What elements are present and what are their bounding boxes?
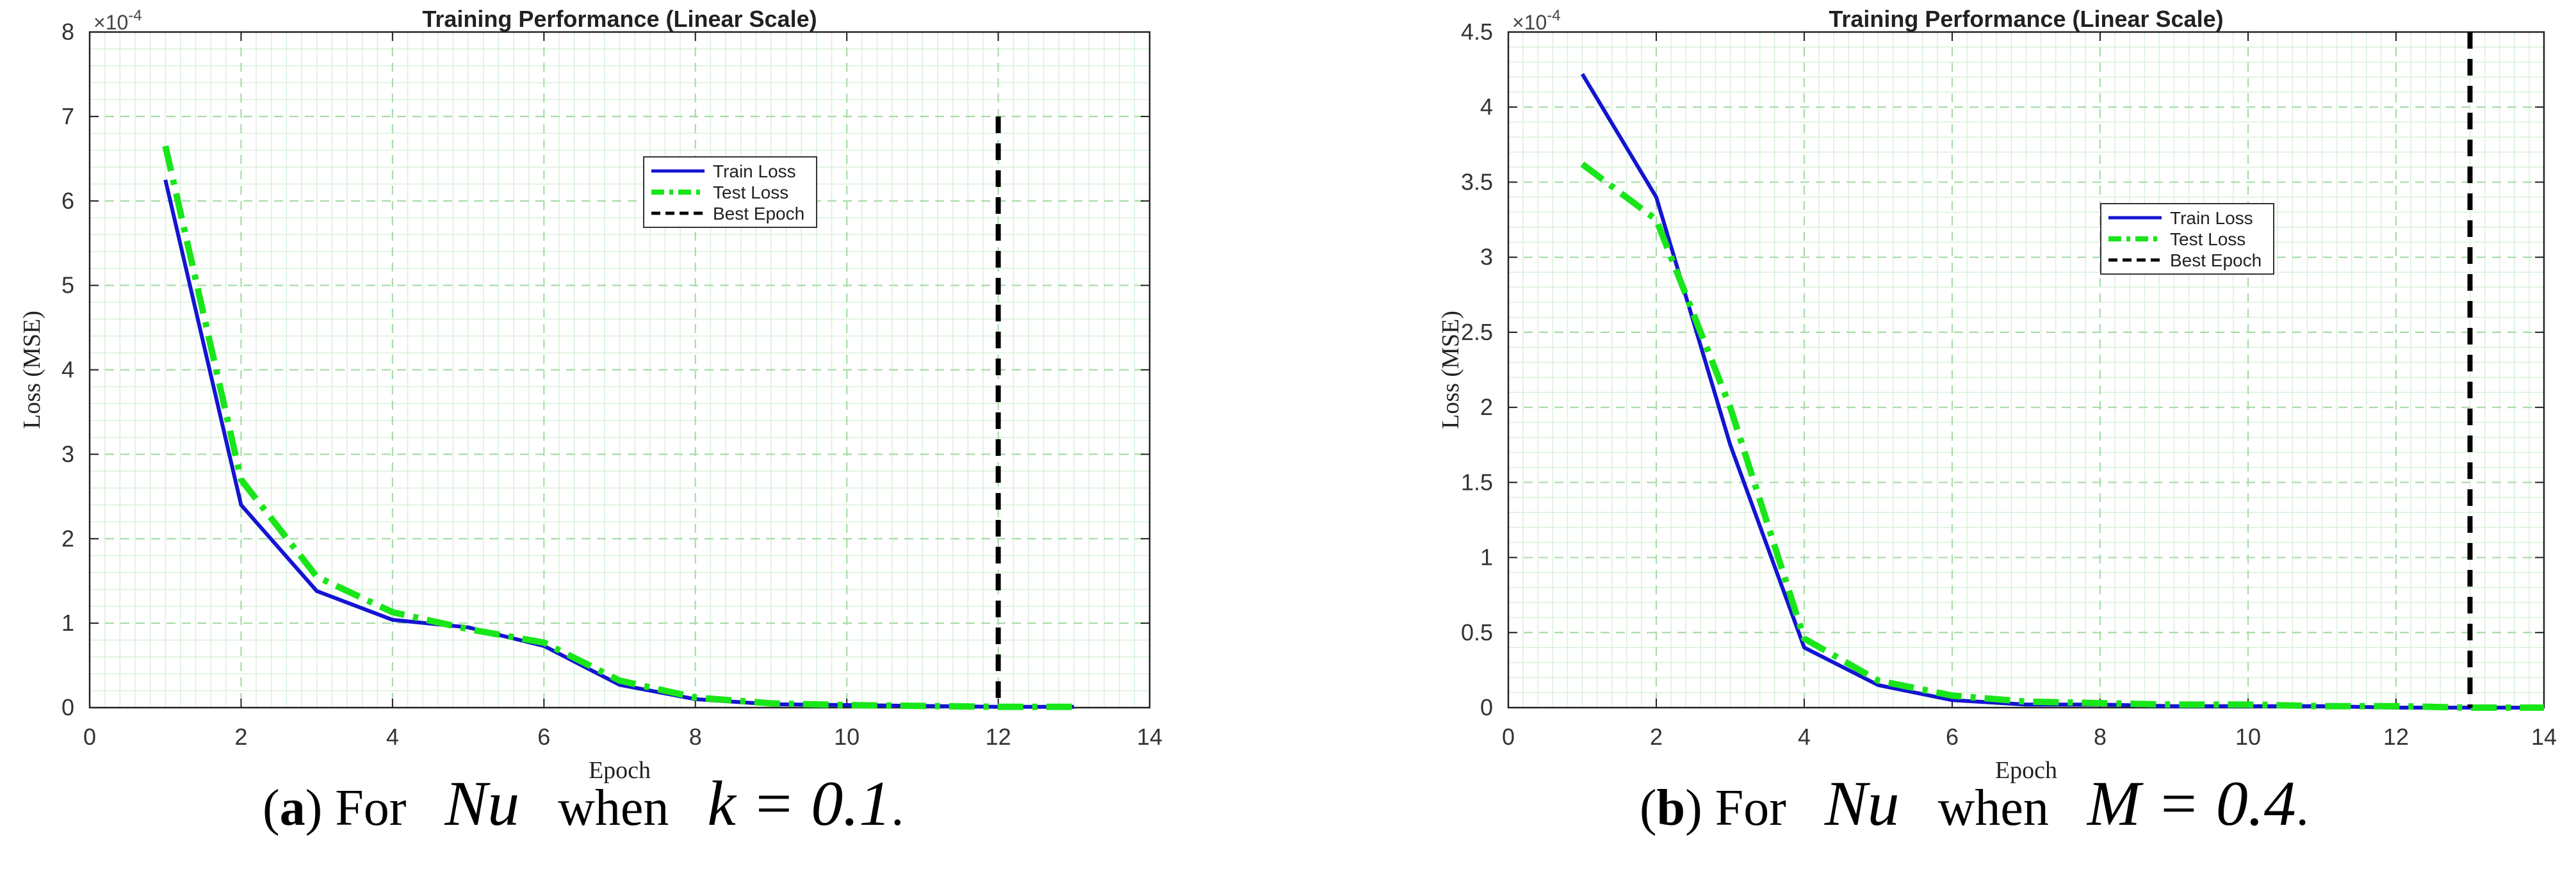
caption-for-text: For (335, 780, 407, 836)
x-tick-label: 0 (1502, 724, 1515, 750)
y-tick-label: 2.5 (1461, 319, 1493, 345)
caption-letter: b (1656, 780, 1686, 836)
caption-a: (a) For Nu when k = 0.1. (263, 756, 904, 852)
y-tick-label: 1.5 (1461, 469, 1493, 495)
x-tick-label: 2 (234, 724, 247, 750)
y-tick-label: 3 (61, 441, 74, 467)
caption-for-text: For (1715, 780, 1786, 836)
exponent-base: ×10 (1512, 11, 1547, 34)
x-tick-label: 12 (2383, 724, 2409, 750)
major-grid (1508, 32, 2544, 708)
series-line-test-loss (1580, 161, 2544, 711)
x-tick-label: 4 (1798, 724, 1811, 750)
y-axis-label: Loss (MSE) (1437, 311, 1464, 429)
y-tick-label: 0 (1480, 694, 1493, 720)
legend-label: Test Loss (713, 183, 788, 202)
y-tick-label: 5 (61, 272, 74, 298)
x-tick-label: 0 (83, 724, 96, 750)
y-axis-label: Loss (MSE) (19, 311, 45, 429)
x-axis-label: Epoch (1995, 757, 2057, 784)
exponent-power: -4 (128, 7, 142, 24)
x-tick-label: 10 (2235, 724, 2261, 750)
caption-open-paren: ( (1640, 780, 1657, 836)
legend-label: Train Loss (713, 161, 796, 181)
legend-label: Train Loss (2170, 208, 2253, 228)
x-tick-label: 12 (986, 724, 1011, 750)
caption-variable: Nu (444, 768, 520, 839)
y-tick-label: 1 (1480, 544, 1493, 571)
y-tick-label: 4 (61, 357, 74, 383)
x-tick-label: 6 (1946, 724, 1959, 750)
caption-expression: M = 0.4 (2087, 768, 2296, 839)
caption-when-text: when (558, 780, 669, 836)
x-tick-label: 14 (2531, 724, 2557, 750)
x-tick-label: 8 (689, 724, 702, 750)
series-line-test-loss (162, 145, 1074, 710)
caption-close-paren: ) (305, 780, 323, 836)
x-tick-label: 2 (1650, 724, 1663, 750)
x-tick-label: 10 (834, 724, 860, 750)
chart-title: Training Performance (Linear Scale) (1829, 6, 2223, 32)
caption-expression: k = 0.1 (707, 768, 892, 839)
chart-title: Training Performance (Linear Scale) (422, 6, 817, 32)
legend: Train Loss Test Loss Best Epoch (643, 156, 817, 228)
x-tick-label: 4 (386, 724, 399, 750)
caption-period: . (891, 780, 904, 836)
x-tick-label: 6 (537, 724, 550, 750)
y-exponent-label: ×10-4 (1512, 7, 1561, 34)
exponent-base: ×10 (94, 11, 128, 34)
chart-panel-b: 0 2 4 6 8 10 12 14 0 0.5 1 1.5 2 2.5 3 3.5 4 4.5 ×10-4 Trai… (1437, 6, 2557, 784)
x-tick-label: 14 (1137, 724, 1162, 750)
y-tick-label: 2 (61, 525, 74, 551)
legend-label: Test Loss (2170, 229, 2246, 249)
y-tick-label: 3 (1480, 244, 1493, 270)
caption-letter: a (279, 780, 306, 836)
caption-open-paren: ( (263, 780, 280, 836)
y-tick-label: 0.5 (1461, 619, 1493, 646)
y-tick-label: 4 (1480, 93, 1493, 120)
caption-close-paren: ) (1685, 780, 1702, 836)
major-grid (90, 32, 1150, 708)
y-tick-label: 0 (61, 694, 74, 720)
caption-when-text: when (1937, 780, 2049, 836)
y-tick-label: 4.5 (1461, 19, 1493, 45)
minor-grid (90, 32, 1150, 708)
minor-grid (1508, 32, 2544, 708)
caption-b: (b) For Nu when M = 0.4. (1640, 756, 2309, 852)
y-tick-label: 8 (61, 19, 74, 45)
caption-period: . (2295, 780, 2309, 836)
y-tick-label: 6 (61, 188, 74, 214)
legend-label: Best Epoch (713, 204, 804, 223)
legend-label: Best Epoch (2170, 250, 2262, 270)
x-axis-label: Epoch (589, 757, 651, 784)
y-tick-label: 1 (61, 610, 74, 636)
y-tick-label: 2 (1480, 394, 1493, 420)
x-tick-label: 8 (2094, 724, 2107, 750)
y-tick-label: 7 (61, 103, 74, 129)
y-tick-label: 3.5 (1461, 168, 1493, 195)
y-exponent-label: ×10-4 (94, 7, 142, 34)
axes-box (1507, 31, 2545, 709)
caption-variable: Nu (1824, 768, 1900, 839)
exponent-power: -4 (1547, 7, 1560, 24)
